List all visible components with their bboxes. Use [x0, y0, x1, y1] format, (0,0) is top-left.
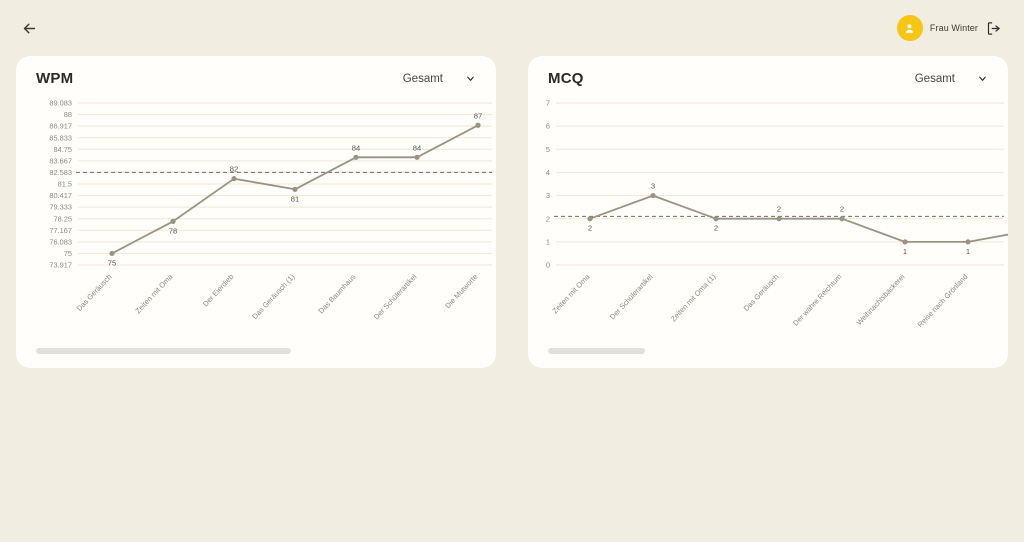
y-axis-tick-label: 88	[64, 110, 72, 119]
charts-container: WPM Gesamt 89.083 88 86.917 85.833 84.75 83.6…	[0, 56, 1024, 368]
y-axis-tick-label: 80.417	[49, 191, 72, 200]
y-axis-tick-label: 3	[546, 191, 550, 200]
data-point-label: 87	[474, 111, 482, 120]
y-axis-tick-label: 4	[546, 168, 550, 177]
data-point[interactable]	[713, 216, 719, 222]
mcq-scrollbar[interactable]	[548, 348, 988, 354]
data-point[interactable]	[414, 154, 420, 160]
y-axis-tick-label: 86.917	[49, 122, 72, 131]
data-point[interactable]	[650, 192, 656, 199]
y-axis-tick-label: 75	[64, 249, 72, 258]
mcq-chart-card: MCQ Gesamt 7 6 5 4 3 2 1 0 2 3 2 2 2 1 1 Zeiten mit Oma…	[528, 56, 1008, 368]
x-axis-category-label: Das Baumhaus	[316, 272, 357, 315]
data-point-label: 82	[230, 165, 238, 174]
top-bar: Frau Winter	[0, 0, 1024, 56]
mcq-plot-area: 7 6 5 4 3 2 1 0 2 3 2 2 2 1 1 Zeiten mit Oma Der Schüler…	[528, 93, 1008, 345]
x-axis-category-label: Reise nach Grönland	[916, 272, 970, 329]
data-point-label: 84	[413, 143, 421, 152]
avatar[interactable]	[896, 15, 923, 41]
data-point[interactable]	[587, 216, 593, 222]
chevron-down-icon	[467, 76, 474, 81]
x-axis-category-label: Das Geräusch (1)	[250, 272, 296, 321]
y-axis-tick-label: 85.833	[49, 133, 72, 142]
wpm-card-title: WPM	[36, 70, 74, 87]
y-axis-tick-label: 89.083	[49, 99, 72, 108]
data-point-label: 1	[903, 247, 907, 256]
chevron-down-icon	[979, 76, 986, 81]
wpm-plot-area: 89.083 88 86.917 85.833 84.75 83.667 82.583 81.…	[16, 93, 496, 345]
wpm-card-header: WPM Gesamt	[16, 56, 496, 87]
wpm-scrollbar-thumb[interactable]	[36, 348, 292, 354]
x-axis-category-label: Zeiten mit Oma	[550, 272, 592, 316]
x-axis-category-label: Zeiten mit Oma (1)	[669, 272, 718, 323]
x-axis-category-label: Weihnachtsbäckerei	[855, 272, 907, 327]
mcq-card-title: MCQ	[548, 70, 584, 87]
wpm-scrollbar[interactable]	[36, 348, 476, 354]
data-point[interactable]	[231, 176, 237, 182]
y-axis-tick-label: 77.167	[49, 226, 72, 235]
logout-icon	[987, 21, 1000, 35]
y-axis-tick-label: 83.667	[49, 156, 72, 165]
user-zone: Frau Winter	[896, 15, 1010, 41]
y-axis-tick-label: 2	[546, 214, 550, 223]
back-button[interactable]	[14, 13, 44, 43]
data-point-label: 2	[840, 205, 844, 214]
data-point-label: 2	[714, 224, 718, 233]
logout-button[interactable]	[985, 20, 1002, 37]
mcq-filter-value: Gesamt	[914, 72, 955, 85]
mcq-line-chart: 7 6 5 4 3 2 1 0 2 3 2 2 2 1 1 Zeiten mit Oma Der Schüler…	[546, 99, 1008, 329]
y-axis-tick-label: 5	[546, 145, 550, 154]
data-point[interactable]	[475, 122, 481, 128]
wpm-chart-card: WPM Gesamt 89.083 88 86.917 85.833 84.75 83.6…	[16, 56, 496, 368]
data-point-label: 3	[651, 182, 655, 191]
data-point-label: 78	[169, 226, 177, 235]
data-point-label: 2	[588, 224, 592, 233]
wpm-filter-value: Gesamt	[402, 72, 443, 85]
x-axis-category-label: Der Schülerartikel	[608, 272, 655, 321]
user-name: Frau Winter	[929, 23, 978, 33]
mcq-filter-dropdown[interactable]: Gesamt	[915, 73, 988, 85]
y-axis-tick-label: 7	[546, 99, 550, 108]
user-icon	[906, 23, 914, 33]
data-point[interactable]	[965, 239, 971, 245]
y-axis-tick-label: 79.333	[49, 203, 72, 212]
x-axis-category-label: Der Schülerartikel	[372, 272, 419, 321]
x-axis-category-label: Der Eierdieb	[201, 272, 236, 308]
data-point[interactable]	[170, 218, 176, 224]
y-axis-tick-label: 6	[546, 122, 550, 131]
arrow-left-icon	[23, 23, 35, 33]
y-axis-tick-label: 84.75	[54, 145, 73, 154]
data-point[interactable]	[109, 250, 115, 257]
y-axis-tick-label: 1	[546, 237, 550, 246]
x-axis-category-label: Das Geräusch	[75, 272, 114, 313]
wpm-filter-dropdown[interactable]: Gesamt	[403, 73, 476, 85]
data-point[interactable]	[292, 186, 298, 192]
y-axis-tick-label: 78.25	[54, 214, 73, 223]
data-point-label: 2	[777, 205, 781, 214]
data-point-label: 75	[108, 258, 116, 267]
data-point[interactable]	[776, 216, 782, 222]
data-point[interactable]	[839, 216, 845, 222]
y-axis-tick-label: 82.583	[49, 168, 72, 177]
x-axis-category-label: Das Geräusch	[742, 272, 781, 313]
data-point-label: 84	[352, 143, 360, 152]
data-point[interactable]	[353, 154, 359, 160]
x-axis-category-label: Der wahre Reichtum	[791, 272, 844, 327]
x-axis-category-label: Zeiten mit Oma	[133, 272, 175, 316]
y-axis-tick-label: 81.5	[58, 180, 72, 189]
y-axis-tick-label: 76.083	[49, 237, 72, 246]
y-axis-tick-label: 0	[546, 261, 550, 270]
data-point-label: 1	[966, 247, 970, 256]
mcq-scrollbar-thumb[interactable]	[548, 348, 645, 354]
mcq-card-header: MCQ Gesamt	[528, 56, 1008, 87]
x-axis-category-label: Die Mutworte	[443, 272, 479, 310]
data-point-label: 81	[291, 194, 299, 203]
data-point[interactable]	[902, 239, 908, 245]
wpm-line-chart: 89.083 88 86.917 85.833 84.75 83.667 82.583 81.…	[49, 99, 492, 321]
y-axis-tick-label: 73.917	[49, 261, 72, 270]
